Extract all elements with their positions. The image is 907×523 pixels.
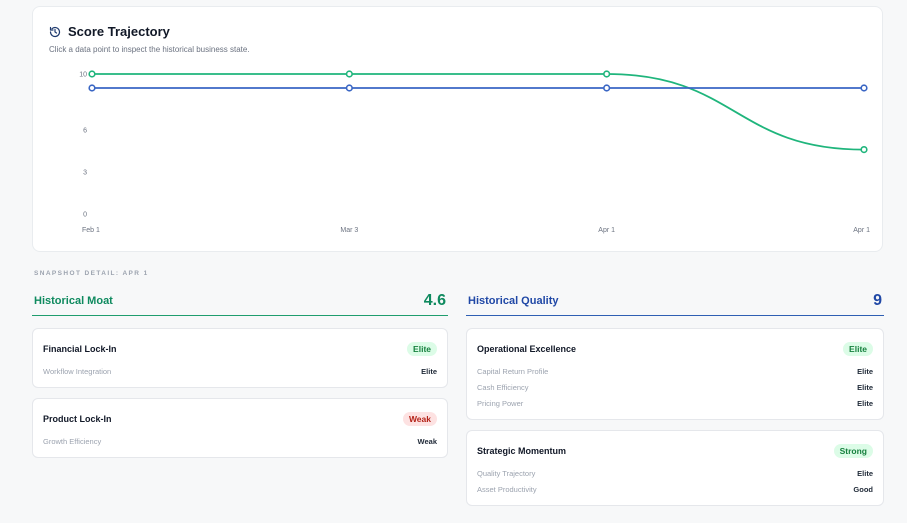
moat-cards: Financial Lock-In Elite Workflow Integrati… [32,328,448,458]
metric-row-label: Asset Productivity [477,484,537,494]
metric-name: Product Lock-In [43,414,112,424]
moat-column: Historical Moat 4.6 Financial Lock-In Eli… [32,286,448,458]
history-icon [49,26,61,37]
metric-row: Quality Trajectory Elite [477,465,873,481]
card-title: Score Trajectory [49,24,170,39]
moat-score: 4.6 [423,291,446,309]
metric-row-value: Elite [421,366,437,376]
metric-card-header: Financial Lock-In Elite [43,341,437,357]
data-point[interactable] [603,70,611,78]
card-title-text: Score Trajectory [68,24,170,39]
metric-card: Strategic Momentum Strong Quality Trajecto… [466,430,884,506]
x-tick-label: Mar 3 [340,227,358,234]
y-tick-label: 6 [83,128,87,135]
metric-row-value: Elite [857,398,873,408]
x-tick-label: Apr 1 [853,227,870,234]
metric-row-label: Quality Trajectory [477,468,536,478]
metric-card-header: Operational Excellence Elite [477,341,873,357]
metric-row-value: Weak [417,436,437,446]
metric-card: Operational Excellence Elite Capital Retur… [466,328,884,420]
quality-header: Historical Quality 9 [466,286,884,316]
status-badge: Elite [407,342,437,356]
series-line [92,73,865,151]
snapshot-detail-label: SNAPSHOT DETAIL: APR 1 [34,270,149,277]
score-trajectory-chart: 0 3 6 10 Feb 1 Mar 3 Apr 1 Apr 1 [79,70,870,234]
x-tick-label: Feb 1 [82,227,100,234]
metric-row: Workflow Integration Elite [43,363,437,379]
metric-row: Pricing Power Elite [477,395,873,411]
metric-card: Financial Lock-In Elite Workflow Integrati… [32,328,448,388]
quality-score: 9 [873,291,882,309]
quality-title: Historical Quality [468,294,559,307]
x-tick-label: Apr 1 [598,227,615,234]
data-point[interactable] [860,146,868,154]
metric-row-label: Capital Return Profile [477,366,549,376]
quality-cards: Operational Excellence Elite Capital Retur… [466,328,884,506]
y-tick-label: 10 [79,72,87,79]
y-tick-label: 0 [83,212,87,219]
data-point[interactable] [603,84,611,92]
data-point[interactable] [88,70,96,78]
metric-row-value: Good [853,484,873,494]
data-point[interactable] [860,84,868,92]
metric-card: Product Lock-In Weak Growth Efficiency Weak [32,398,448,458]
data-point[interactable] [345,70,353,78]
metric-row: Capital Return Profile Elite [477,363,873,379]
metric-row-label: Growth Efficiency [43,436,102,446]
metric-row-label: Cash Efficiency [477,382,529,392]
metric-row: Cash Efficiency Elite [477,379,873,395]
data-point[interactable] [345,84,353,92]
score-trajectory-card: Score Trajectory Click a data point to i… [32,6,883,252]
y-tick-label: 3 [83,170,87,177]
metric-row-label: Workflow Integration [43,366,112,376]
metric-name: Financial Lock-In [43,344,117,354]
metric-row: Growth Efficiency Weak [43,433,437,449]
status-badge: Strong [833,444,873,458]
status-badge: Elite [843,342,873,356]
status-badge: Weak [402,412,437,426]
data-point[interactable] [88,84,96,92]
quality-column: Historical Quality 9 Operational Excelle… [466,286,884,506]
metric-row: Asset Productivity Good [477,481,873,497]
metric-card-header: Strategic Momentum Strong [477,443,873,459]
moat-header: Historical Moat 4.6 [32,286,448,316]
metric-name: Operational Excellence [477,344,577,354]
moat-title: Historical Moat [34,294,113,307]
metric-card-header: Product Lock-In Weak [43,411,437,427]
metric-row-value: Elite [857,468,873,478]
metric-row-label: Pricing Power [477,398,524,408]
metric-name: Strategic Momentum [477,446,567,456]
metric-row-value: Elite [857,382,873,392]
card-subtitle: Click a data point to inspect the histor… [49,45,250,54]
metric-row-value: Elite [857,366,873,376]
